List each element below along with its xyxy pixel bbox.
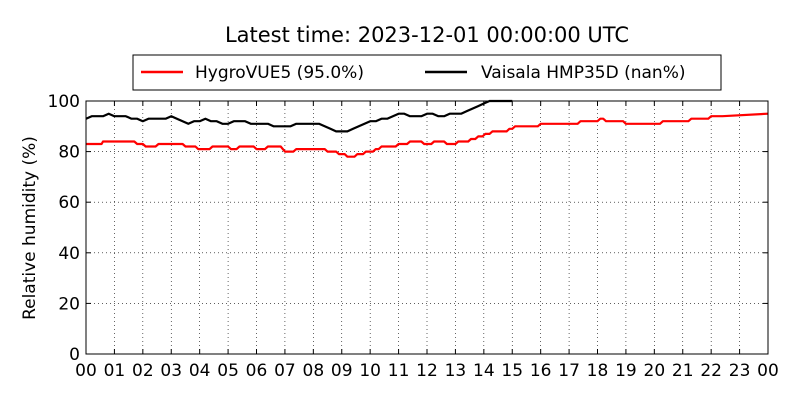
x-tick-label: 19: [615, 361, 637, 381]
x-tick-label: 08: [303, 361, 325, 381]
x-tick-label: 03: [160, 361, 182, 381]
x-tick-label: 02: [132, 361, 154, 381]
x-tick-label: 23: [729, 361, 751, 381]
legend-label-hygrovue5: HygroVUE5 (95.0%): [195, 63, 364, 83]
x-tick-label: 09: [331, 361, 353, 381]
x-tick-label: 04: [189, 361, 211, 381]
y-tick-label: 100: [48, 92, 80, 112]
x-tick-label: 01: [104, 361, 126, 381]
x-tick-label: 13: [445, 361, 467, 381]
plot-series: [85, 99, 769, 158]
y-tick-label: 60: [58, 193, 80, 213]
y-tick-label: 0: [69, 345, 80, 365]
x-tick-label: 22: [700, 361, 722, 381]
x-tick-label: 05: [217, 361, 239, 381]
legend-label-vaisala: Vaisala HMP35D (nan%): [481, 63, 685, 83]
x-tick-label: 06: [246, 361, 268, 381]
x-tick-label: 16: [530, 361, 552, 381]
chart-title: Latest time: 2023-12-01 00:00:00 UTC: [225, 23, 629, 47]
grid: [86, 101, 768, 354]
x-tick-label: 21: [672, 361, 694, 381]
series-line-hygrovue5: [86, 112, 769, 158]
x-tick-label: 17: [558, 361, 580, 381]
x-tick-label: 07: [274, 361, 296, 381]
x-tick-label: 18: [587, 361, 609, 381]
plot-frame: [85, 100, 769, 355]
axis-ticks: 00 01 02 03 04 05 06 07 08 09 10 11 12 13 14 15 16 17 18 19…: [48, 92, 779, 381]
x-tick-label: 11: [388, 361, 410, 381]
y-tick-label: 20: [58, 294, 80, 314]
x-tick-label: 10: [359, 361, 381, 381]
y-axis-label: Relative humidity (%): [20, 136, 40, 320]
y-tick-label: 80: [58, 143, 80, 163]
x-tick-label: 00: [757, 361, 779, 381]
legend: HygroVUE5 (95.0%) Vaisala HMP35D (nan%): [132, 54, 722, 91]
x-tick-label: 00: [75, 361, 97, 381]
x-tick-label: 14: [473, 361, 495, 381]
y-tick-label: 40: [58, 244, 80, 264]
x-tick-label: 12: [416, 361, 438, 381]
x-tick-label: 20: [644, 361, 666, 381]
series-line-vaisala: [85, 99, 513, 133]
x-tick-label: 15: [501, 361, 523, 381]
